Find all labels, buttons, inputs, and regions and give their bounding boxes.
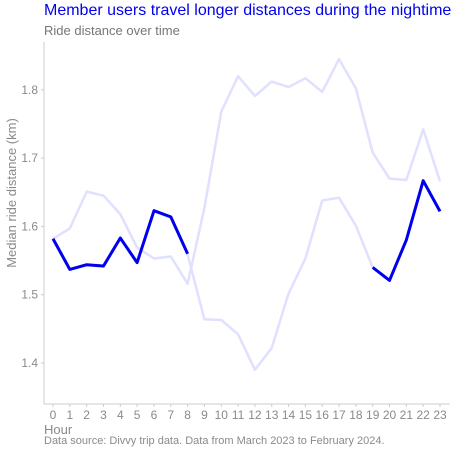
x-tick-label: 13 xyxy=(265,408,279,422)
x-tick-label: 20 xyxy=(383,408,397,422)
x-tick-label: 8 xyxy=(184,408,191,422)
series-line-highlight-2-0 xyxy=(51,209,189,271)
x-tick-label: 17 xyxy=(332,408,346,422)
x-tick-label: 2 xyxy=(83,408,90,422)
x-tick-label: 11 xyxy=(232,408,245,422)
x-tick-label: 18 xyxy=(349,408,363,422)
x-tick-label: 7 xyxy=(167,408,174,422)
y-tick-label: 1.8 xyxy=(21,83,38,97)
chart-subtitle: Ride distance over time xyxy=(44,23,180,38)
series-lines xyxy=(51,57,442,372)
series-line-faded-0-0 xyxy=(52,57,442,286)
x-tick-label: 23 xyxy=(433,408,447,422)
x-tick-label: 16 xyxy=(316,408,330,422)
x-tick-label: 3 xyxy=(100,408,107,422)
x-tick-label: 14 xyxy=(282,408,296,422)
series-line-highlight-2-1 xyxy=(371,179,442,282)
y-tick-label: 1.7 xyxy=(21,151,38,165)
y-tick-label: 1.6 xyxy=(21,219,38,233)
x-tick-label: 9 xyxy=(201,408,208,422)
x-tick-label: 10 xyxy=(215,408,229,422)
x-tick-label: 0 xyxy=(50,408,57,422)
x-axis-title: Hour xyxy=(44,422,73,437)
x-tick-label: 19 xyxy=(366,408,380,422)
chart-title: Member users travel longer distances dur… xyxy=(44,2,452,19)
chart-caption: Data source: Divvy trip data. Data from … xyxy=(44,435,385,447)
x-tick-label: 15 xyxy=(299,408,313,422)
y-axis: 1.4 1.5 1.6 1.7 1.8 xyxy=(21,42,45,404)
y-tick-label: 1.4 xyxy=(21,356,38,370)
x-axis: 0 1 2 3 4 5 6 7 8 9 10 11 12 13 14 15 16 17 18 19 20 21 22 23 xyxy=(44,403,450,422)
x-tick-label: 6 xyxy=(151,408,158,422)
x-tick-label: 12 xyxy=(248,408,262,422)
y-axis-title: Median ride distance (km) xyxy=(4,118,19,268)
x-tick-label: 4 xyxy=(117,408,124,422)
x-tick-label: 22 xyxy=(416,408,430,422)
x-tick-label: 21 xyxy=(400,408,414,422)
y-tick-label: 1.5 xyxy=(21,288,38,302)
x-tick-label: 5 xyxy=(134,408,141,422)
x-tick-label: 1 xyxy=(66,408,73,422)
